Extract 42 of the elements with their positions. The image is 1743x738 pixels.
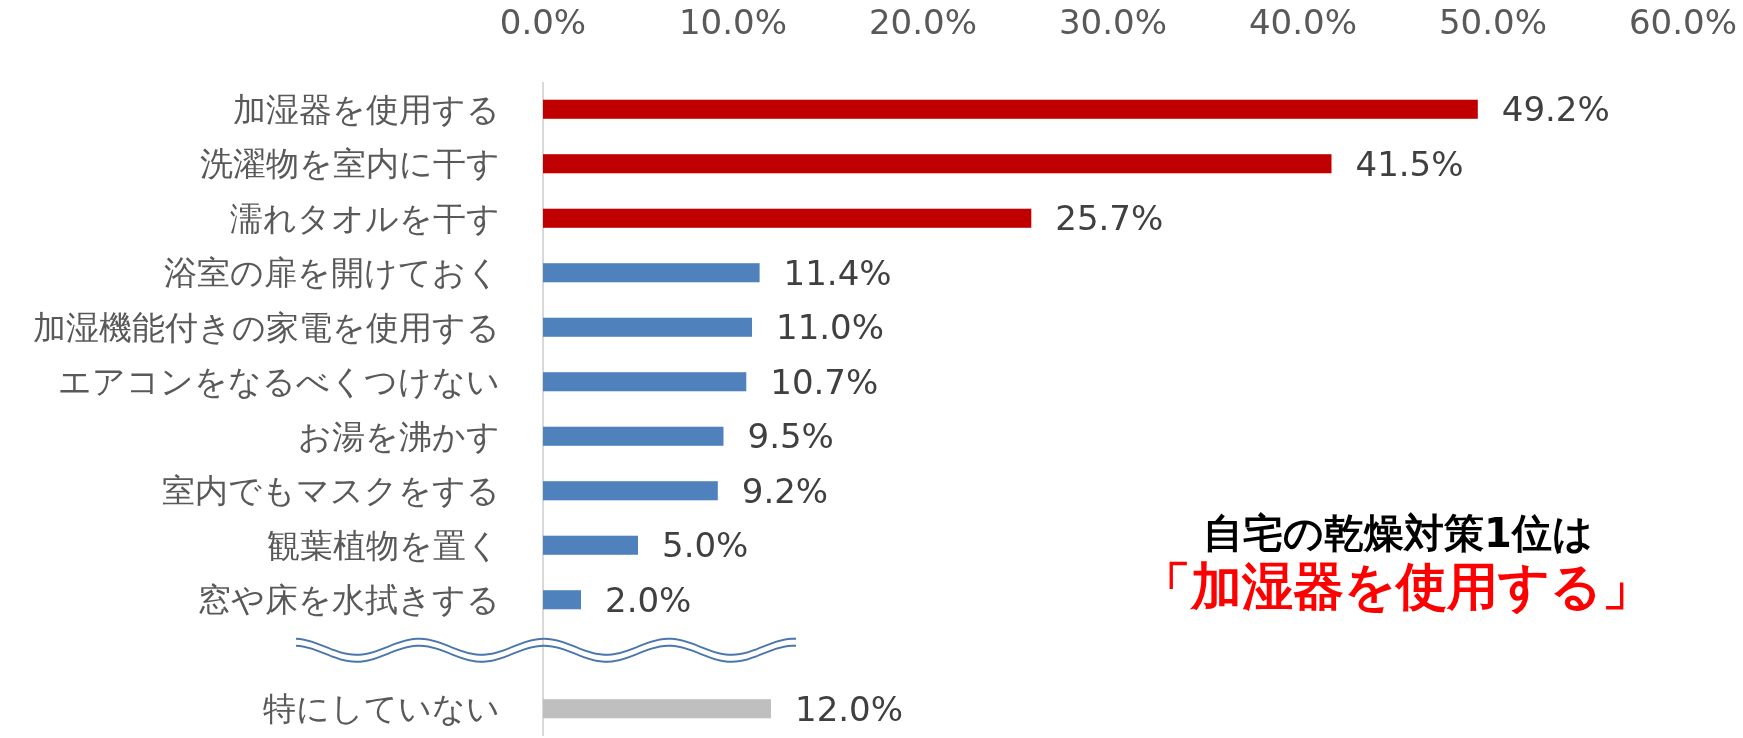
x-tick-label: 20.0% [868,2,978,42]
x-tick-label: 10.0% [678,2,788,42]
bar [543,99,1478,119]
y-tick-label: 洗濯物を室内に干す [200,144,500,184]
y-tick-label: 濡れタオルを干す [230,198,500,238]
data-label: 25.7% [1055,198,1164,239]
bar [543,535,638,555]
bar [543,317,752,337]
x-tick-label: 60.0% [1628,2,1738,42]
y-tick-label: 観葉植物を置く [267,525,500,565]
x-tick-label: 50.0% [1438,2,1548,42]
y-tick-label: 室内でもマスクをする [162,471,500,511]
data-label: 49.2% [1501,89,1610,130]
data-label: 9.2% [741,470,829,511]
data-label: 5.0% [662,525,749,566]
y-tick-label: 窓や床を水拭きする [198,580,500,620]
x-tick-label: 0.0% [499,2,587,42]
annotation: 自宅の乾燥対策1位は [1203,510,1593,556]
bar [543,590,581,610]
bar [543,263,760,283]
bar [543,426,724,446]
x-tick-label: 40.0% [1248,2,1358,42]
bar [543,208,1032,228]
y-tick-label: 加湿器を使用する [233,89,500,129]
data-label: 2.0% [605,579,692,620]
y-tick-label: エアコンをなるべくつけない [58,362,500,402]
data-label: 9.5% [747,416,834,457]
bar [543,481,718,501]
bar [543,699,771,719]
y-tick-label: お湯を沸かす [298,416,500,456]
x-tick-label: 30.0% [1058,2,1168,42]
data-label: 10.7% [770,361,879,402]
bar [543,372,747,392]
data-label: 11.0% [776,307,885,348]
data-label: 11.4% [783,252,892,293]
y-tick-label: 浴室の扉を開けておく [164,253,500,293]
annotation: 「加湿器を使用する」 [1139,556,1653,616]
data-label: 41.5% [1355,143,1464,184]
bar [543,154,1332,174]
data-label: 12.0% [795,688,904,729]
y-tick-label: 加湿機能付きの家電を使用する [33,307,500,347]
y-tick-label: 特にしていない [263,689,500,729]
